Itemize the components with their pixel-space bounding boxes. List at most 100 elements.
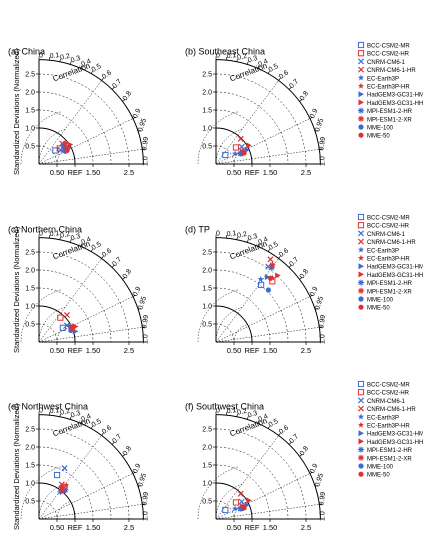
corr-tick <box>122 454 126 457</box>
x-tick-label: 2.5 <box>301 168 311 177</box>
corr-tick-label: 0.3 <box>247 233 258 243</box>
panel-title: (b) Southeast China <box>185 47 265 57</box>
corr-tick-label: 0.5 <box>91 418 103 429</box>
legend-marker <box>358 454 364 461</box>
ref-label: REF <box>68 523 83 532</box>
rmsd-arc <box>197 466 239 520</box>
x-tick-label: 2.5 <box>124 168 134 177</box>
point-bcc-csm2-mr <box>222 151 229 159</box>
rmsd-arc <box>215 306 244 343</box>
point-mme-50 <box>267 275 274 281</box>
point-cnrm-cm6-1-hr <box>63 311 71 319</box>
marker-shape <box>246 142 252 149</box>
corr-tick <box>138 130 142 132</box>
corr-tick-label: 0.2 <box>237 408 248 417</box>
point-cnrm-cm6-1 <box>57 146 64 153</box>
panel-title: (a) China <box>8 47 45 57</box>
legend-marker <box>357 421 365 428</box>
corr-tick-label: 0.1 <box>49 230 59 238</box>
legend-marker <box>358 91 364 98</box>
y-tick-label: 2.5 <box>25 427 35 434</box>
y-tick-label: 1.0 <box>202 126 212 133</box>
legend-marker <box>357 50 365 57</box>
corr-tick <box>288 442 292 445</box>
y-tick-label: 1.5 <box>25 286 35 293</box>
marker-shape <box>222 506 229 514</box>
marker-shape <box>257 276 264 282</box>
legend-marker <box>358 271 364 278</box>
corr-tick-label: 0.95 <box>314 473 325 488</box>
legend-marker <box>358 263 364 270</box>
corr-tick <box>90 425 94 429</box>
corr-tick <box>59 236 61 240</box>
point-mpi-esm1-2-xr <box>62 140 69 147</box>
y-axis-title: Standardized Deviations (Normalized) <box>12 48 21 175</box>
corr-tick <box>288 265 292 268</box>
outer-arc <box>38 59 144 165</box>
corr-tick-label: 0.9 <box>309 286 320 298</box>
marker-shape <box>358 454 364 461</box>
marker-shape <box>63 482 70 489</box>
outer-arc <box>215 59 321 165</box>
std-arc <box>215 269 289 343</box>
y-tick-label: 0.5 <box>202 144 212 151</box>
y-tick-label: 1.0 <box>202 481 212 488</box>
corr-tick <box>257 65 260 69</box>
corr-tick-label: 0.4 <box>80 236 92 246</box>
rmsd-arc <box>38 128 67 165</box>
corr-tick <box>59 58 61 62</box>
corr-tick-label: 0.2 <box>60 408 71 417</box>
corr-tick <box>288 87 292 90</box>
y-tick-label: 0.5 <box>202 322 212 329</box>
std-arc <box>215 145 235 165</box>
legend-label: BCC-CSM2-HR <box>367 391 410 397</box>
point-bcc-csm2-mr <box>53 471 61 479</box>
y-tick-label: 2.5 <box>25 72 35 79</box>
corr-tick-label: 0.3 <box>247 410 258 420</box>
corr-line <box>38 473 134 520</box>
marker-shape <box>358 438 364 445</box>
legend-marker <box>358 463 364 469</box>
corr-tick-label: 0.4 <box>257 413 269 423</box>
corr-tick <box>80 65 83 69</box>
corr-tick-label: 0.6 <box>278 247 290 259</box>
corr-tick <box>132 116 136 119</box>
legend-label: EC-Earth3P-HR <box>367 85 410 91</box>
corr-tick <box>267 248 271 252</box>
marker-shape <box>357 82 365 89</box>
corr-tick <box>90 70 94 74</box>
x-tick-label: 1.50 <box>86 523 101 532</box>
corr-line <box>215 473 311 520</box>
legend-marker <box>358 430 364 437</box>
marker-shape <box>357 405 365 412</box>
legend-marker <box>357 82 365 89</box>
marker-shape <box>357 397 365 404</box>
corr-tick-label: 0.3 <box>70 410 81 420</box>
legend-marker <box>358 115 364 122</box>
point-cnrm-cm6-1-hr <box>237 490 244 497</box>
marker-shape <box>358 296 364 302</box>
corr-line <box>215 296 311 343</box>
marker-shape <box>232 499 240 506</box>
marker-shape <box>238 143 245 150</box>
corr-tick-label: 0.2 <box>237 231 248 240</box>
point-bcc-csm2-hr <box>232 144 240 151</box>
point-cnrm-cm6-1 <box>238 498 245 505</box>
legend-marker <box>358 107 364 114</box>
ref-label: REF <box>245 523 260 532</box>
legend-label: MPI-ESM1-2-HR <box>367 109 413 115</box>
corr-tick-label: 0.95 <box>314 296 325 311</box>
y-tick-label: 2.5 <box>202 250 212 257</box>
panel-title: (f) Southwest China <box>185 402 264 412</box>
legend-marker <box>357 246 365 253</box>
y-tick-label: 1.0 <box>25 481 35 488</box>
outer-arc <box>215 237 321 343</box>
corr-tick-label: 0.8 <box>122 90 134 102</box>
corr-tick-label: 0.6 <box>278 424 290 436</box>
legend-marker <box>357 66 365 73</box>
corr-tick <box>138 308 142 310</box>
marker-shape <box>264 274 271 281</box>
corr-tick <box>309 116 313 119</box>
corr-line <box>38 258 102 343</box>
